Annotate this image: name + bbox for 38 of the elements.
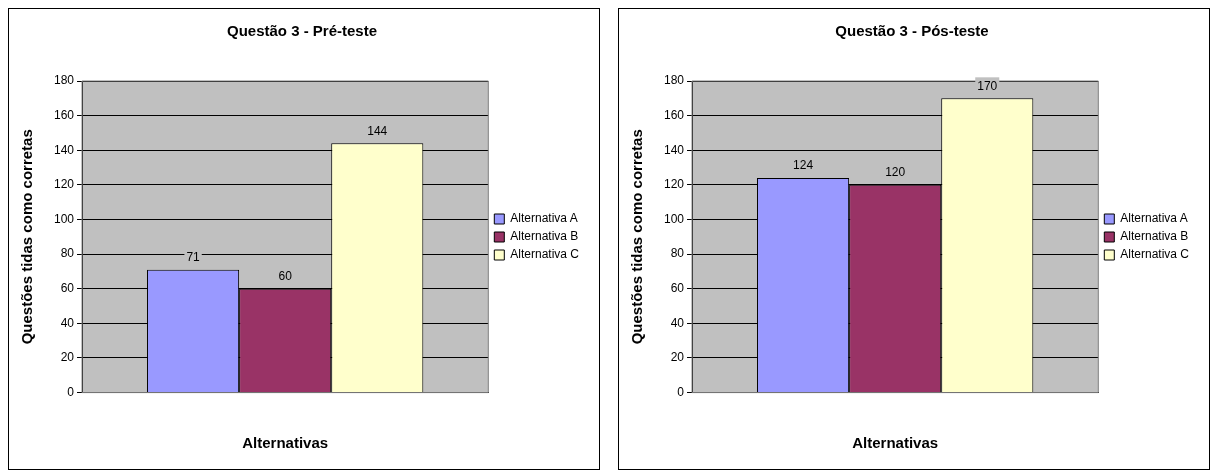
y-tick-label: 40 xyxy=(670,315,685,330)
y-tick-label: 120 xyxy=(53,177,75,192)
y-tick-label: 160 xyxy=(663,107,685,122)
legend-label: Alternativa A xyxy=(510,211,578,226)
y-tick-label: 40 xyxy=(60,315,75,330)
y-tick-label: 100 xyxy=(663,211,685,226)
y-tick-label: 0 xyxy=(677,384,685,399)
legend-label: Alternativa A xyxy=(1120,211,1188,226)
y-tick-label: 0 xyxy=(67,384,75,399)
data-label: 124 xyxy=(793,158,814,173)
y-tick-label: 60 xyxy=(60,281,75,296)
data-label: 71 xyxy=(186,250,201,264)
y-tick-label: 160 xyxy=(53,107,75,122)
y-tick-label: 20 xyxy=(60,350,75,365)
y-tick-label: 60 xyxy=(670,281,685,296)
y-tick-label: 120 xyxy=(663,177,685,192)
data-label: 170 xyxy=(977,78,998,93)
data-label: 60 xyxy=(278,269,293,284)
y-axis-title: Questões tidas como corretas xyxy=(18,129,36,345)
chart-title: Questão 3 - Pós-teste xyxy=(835,22,989,40)
legend-label: Alternativa C xyxy=(1120,247,1190,262)
y-tick-label: 80 xyxy=(670,246,685,261)
data-label: 120 xyxy=(885,165,906,180)
y-tick-label: 80 xyxy=(60,246,75,261)
data-label: 144 xyxy=(367,123,388,138)
x-axis-title: Alternativas xyxy=(852,434,939,452)
legend-label: Alternativa B xyxy=(510,229,579,244)
y-tick-label: 140 xyxy=(53,142,75,157)
legend-label: Alternativa B xyxy=(1120,229,1189,244)
y-tick-label: 180 xyxy=(663,73,685,88)
legend-label: Alternativa C xyxy=(510,247,580,262)
chart-title: Questão 3 - Pré-teste xyxy=(226,22,378,40)
y-tick-label: 140 xyxy=(663,142,685,157)
y-axis-title: Questões tidas como corretas xyxy=(628,129,646,345)
y-tick-label: 100 xyxy=(53,211,75,226)
y-tick-label: 20 xyxy=(670,350,685,365)
x-axis-title: Alternativas xyxy=(242,434,329,452)
y-tick-label: 180 xyxy=(53,73,75,88)
